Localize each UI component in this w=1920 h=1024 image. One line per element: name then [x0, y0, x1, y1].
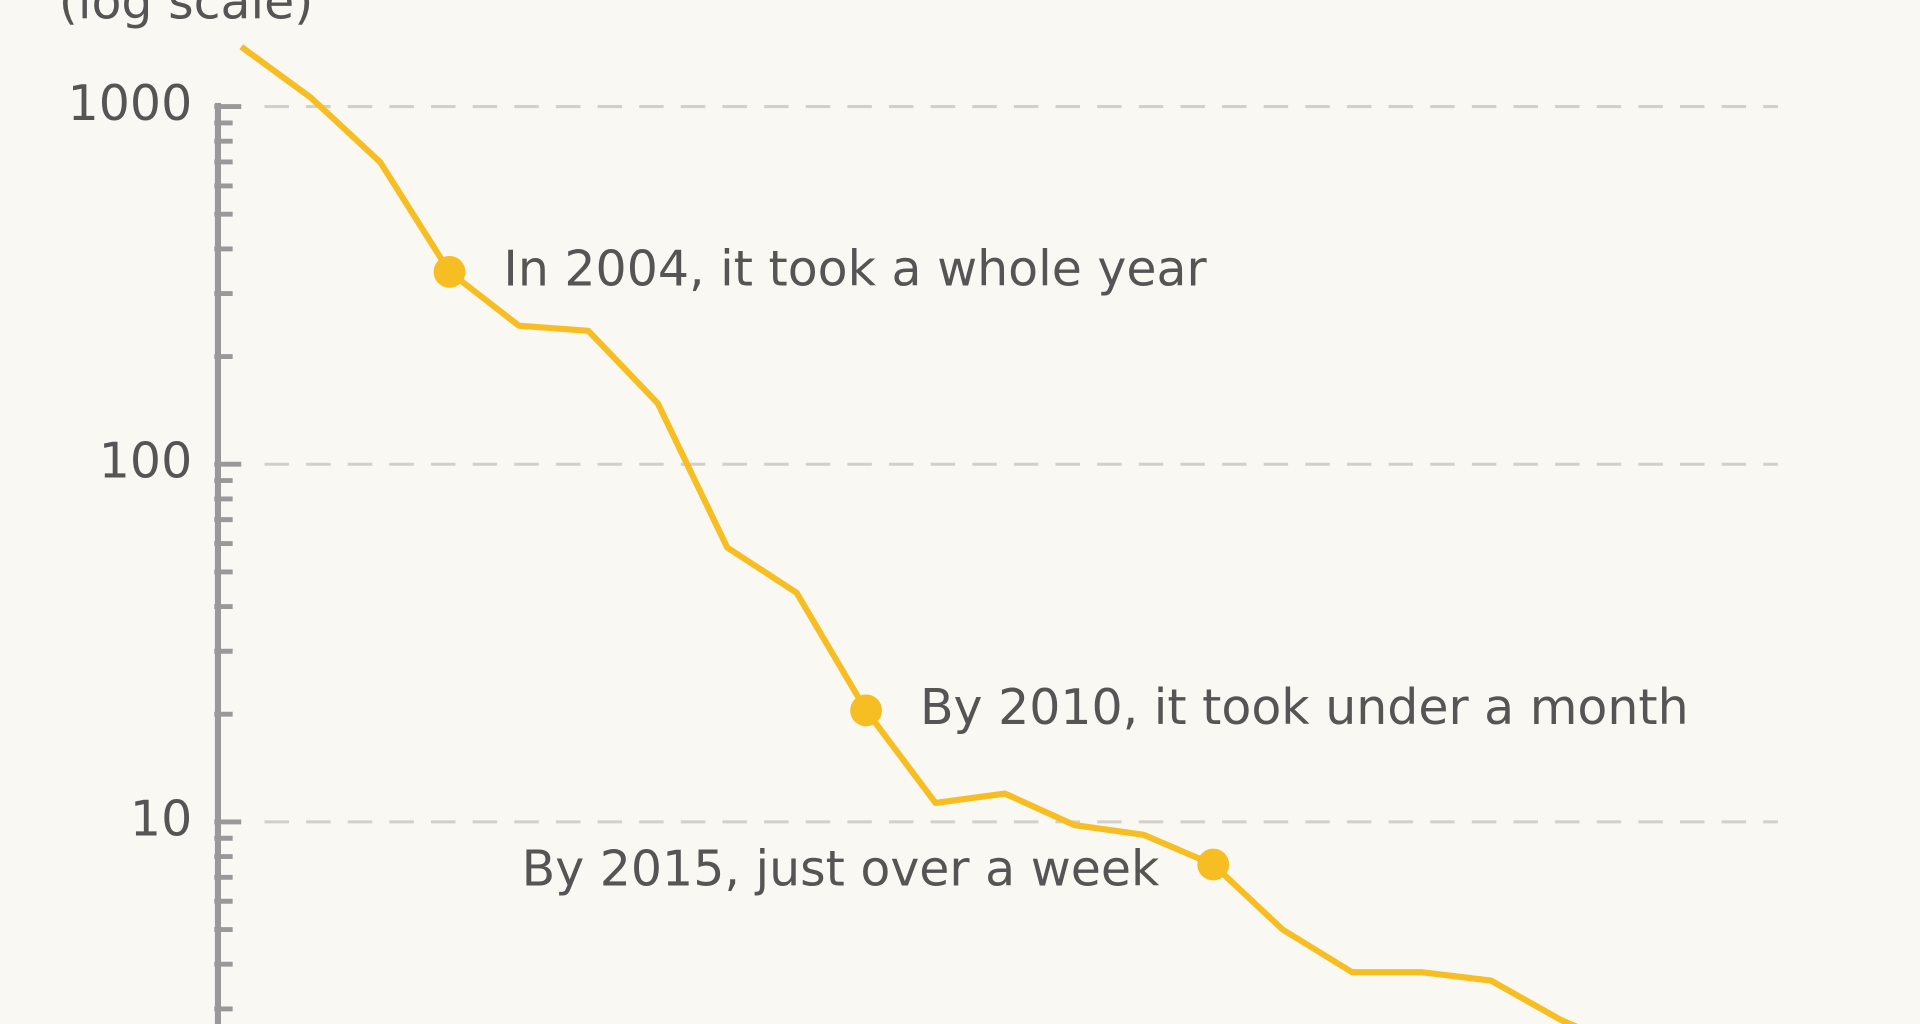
y-tick-label: 10	[130, 790, 192, 847]
highlight-dot	[433, 255, 466, 288]
line	[239, 44, 1578, 1024]
y-tick-label: 100	[99, 433, 192, 490]
annotation: In 2004, it took a whole year	[503, 240, 1207, 297]
annotation: By 2010, it took under a month	[920, 679, 1689, 736]
y-axis-label: (log scale)	[59, 0, 314, 30]
y-tick-label: 1000	[68, 75, 193, 132]
annotation: By 2015, just over a week	[522, 840, 1160, 897]
highlight-dot	[850, 694, 882, 727]
highlight-dot	[1197, 848, 1230, 881]
